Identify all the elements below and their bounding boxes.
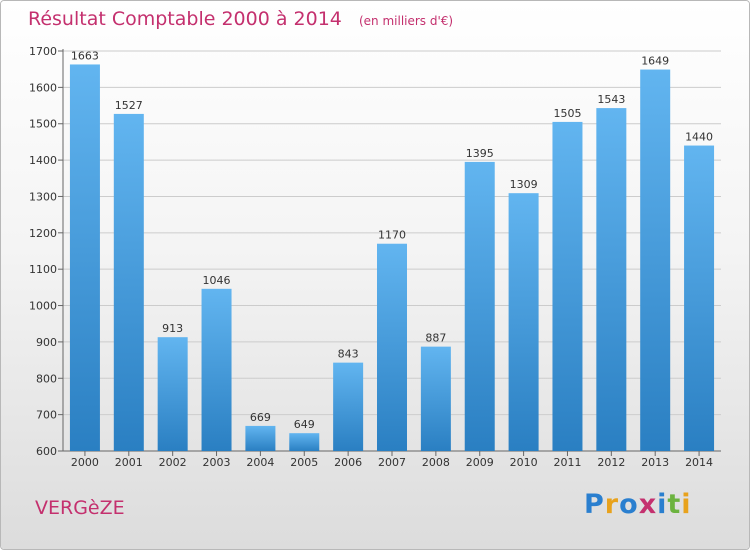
location-name: VERGèZE (35, 497, 125, 519)
data-label: 669 (250, 411, 271, 424)
x-tick-label: 2002 (159, 456, 187, 469)
data-label: 913 (162, 322, 183, 335)
data-label: 843 (338, 348, 359, 361)
bar (420, 346, 451, 451)
title-row: Résultat Comptable 2000 à 2014 (en milli… (28, 8, 453, 30)
bar (69, 64, 100, 452)
x-tick-label: 2010 (510, 456, 538, 469)
bar (289, 433, 320, 451)
bar (684, 145, 715, 451)
chart-title: Résultat Comptable 2000 à 2014 (28, 8, 342, 30)
y-tick-label: 1700 (29, 45, 57, 58)
chart-subtitle: (en milliers d'€) (358, 14, 454, 28)
logo-letter: x (638, 489, 658, 520)
y-tick-label: 1500 (29, 118, 57, 131)
bars (69, 64, 715, 452)
logo-letter: r (604, 489, 620, 520)
x-tick-label: 2007 (378, 456, 406, 469)
x-tick-label: 2001 (115, 456, 143, 469)
bar (333, 362, 364, 451)
data-label: 887 (425, 332, 446, 345)
y-tick-label: 1200 (29, 227, 57, 240)
y-tick-label: 800 (36, 372, 57, 385)
bar (157, 337, 188, 451)
bar (464, 161, 495, 451)
data-label: 1309 (510, 178, 538, 191)
x-tick-label: 2012 (597, 456, 625, 469)
x-tick-label: 2003 (203, 456, 231, 469)
bar (113, 113, 144, 451)
x-tick-label: 2011 (553, 456, 581, 469)
logo-letter: t (667, 489, 682, 520)
bar (640, 69, 671, 451)
bar (377, 243, 407, 451)
data-label: 1505 (553, 107, 581, 120)
bar (552, 121, 583, 451)
x-tick-label: 2009 (466, 456, 494, 469)
data-label: 1170 (378, 229, 406, 242)
logo-letter: o (619, 489, 639, 520)
y-tick-label: 1400 (29, 154, 57, 167)
x-tick-label: 2014 (685, 456, 713, 469)
data-label: 1046 (203, 274, 231, 287)
x-tick-label: 2013 (641, 456, 669, 469)
logo-letter: i (681, 489, 692, 520)
data-label: 1649 (641, 55, 669, 68)
proxiti-logo: Proxiti (584, 489, 692, 520)
tick-labels: 600 700 800 900 1000 1100 1200 1300 1400 1500 1600… (29, 45, 713, 469)
data-label: 649 (294, 418, 315, 431)
bar (508, 193, 539, 451)
data-label: 1440 (685, 131, 713, 144)
data-label: 1395 (466, 147, 494, 160)
y-tick-label: 1000 (29, 300, 57, 313)
value-labels: 1663 1527 913 1046 669 649 843 1170 887 1395 1309 1… (71, 49, 713, 431)
logo-letter: P (584, 489, 605, 520)
data-label: 1543 (597, 93, 625, 106)
x-tick-label: 2000 (71, 456, 99, 469)
data-label: 1527 (115, 99, 143, 112)
x-tick-label: 2008 (422, 456, 450, 469)
y-tick-label: 600 (36, 445, 57, 458)
y-tick-label: 900 (36, 336, 57, 349)
y-tick-label: 1600 (29, 81, 57, 94)
bar (245, 425, 276, 451)
y-tick-label: 1300 (29, 190, 57, 203)
y-tick-label: 700 (36, 409, 57, 422)
bar (596, 108, 627, 451)
x-tick-label: 2006 (334, 456, 362, 469)
x-tick-label: 2005 (290, 456, 318, 469)
x-tick-label: 2004 (246, 456, 274, 469)
logo-letter: i (657, 489, 668, 520)
bar (201, 288, 232, 451)
y-tick-label: 1100 (29, 263, 57, 276)
data-label: 1663 (71, 49, 99, 62)
